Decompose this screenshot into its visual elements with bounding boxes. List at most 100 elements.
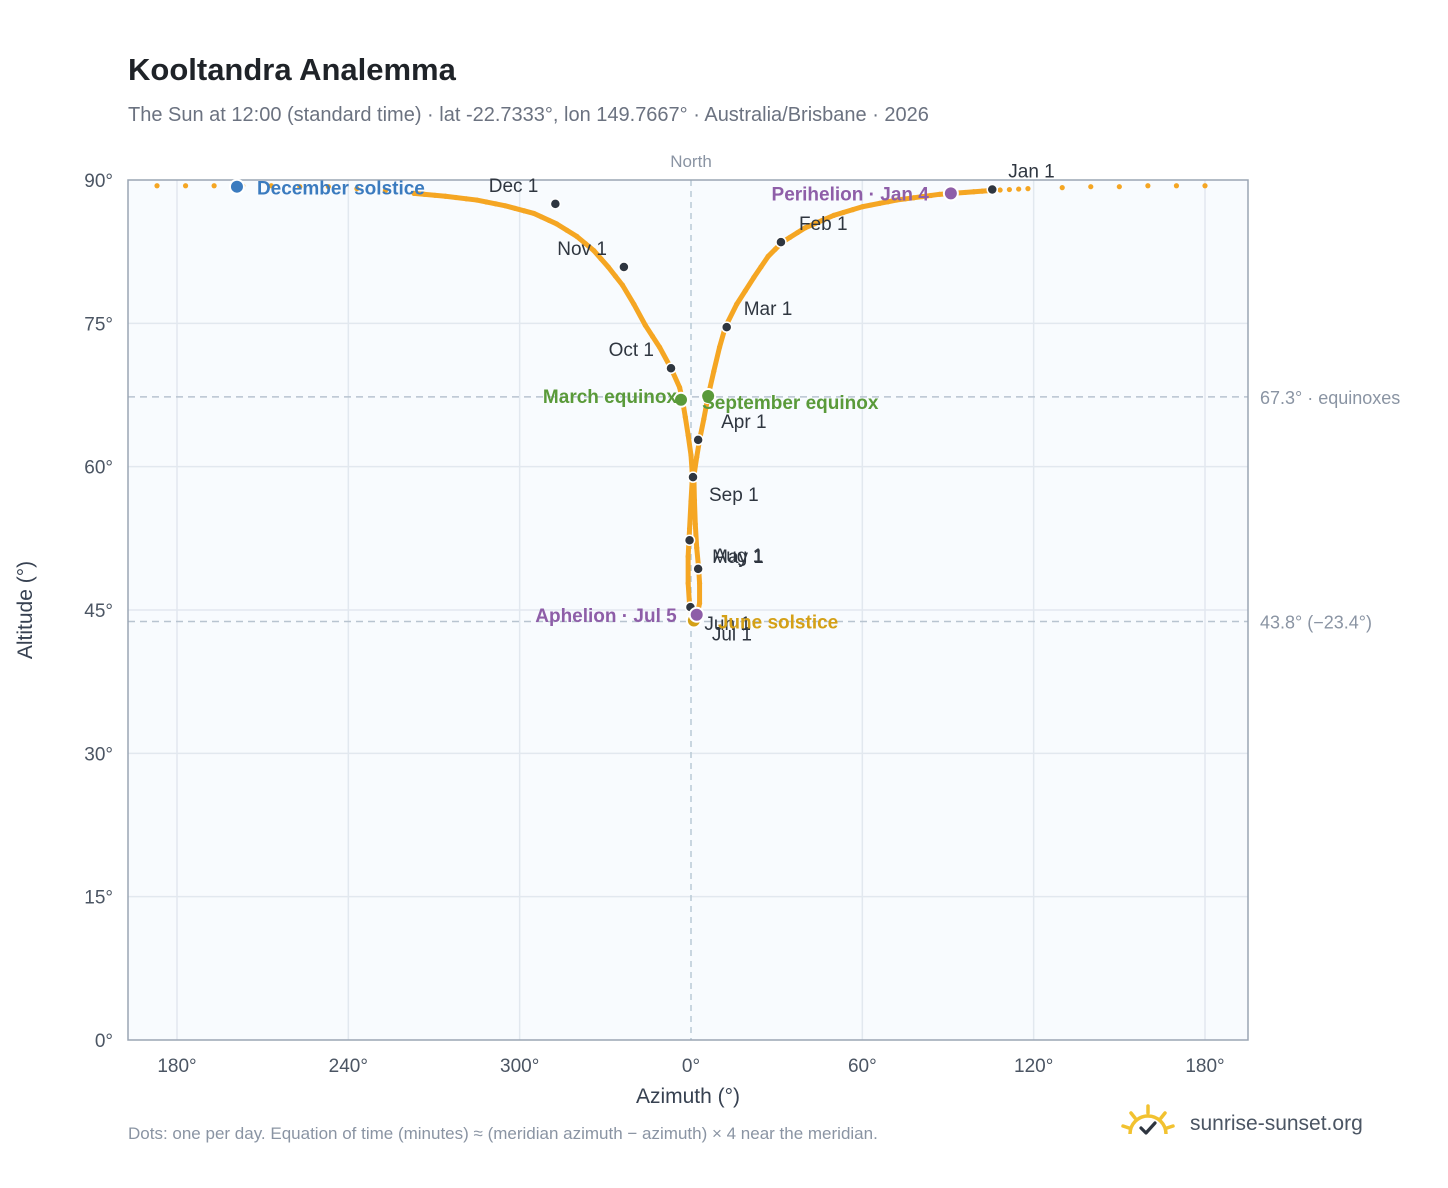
- day-dot: [554, 221, 560, 227]
- x-tick-label: 180°: [157, 1056, 196, 1077]
- month-label: Feb 1: [799, 214, 848, 235]
- day-dot: [582, 240, 588, 247]
- x-tick-label: 300°: [500, 1056, 539, 1077]
- day-dot: [686, 526, 693, 532]
- chart-title: Kooltandra Analemma: [128, 52, 456, 87]
- month-label: Apr 1: [721, 412, 766, 433]
- day-dot: [997, 187, 1003, 193]
- day-dot: [772, 246, 778, 252]
- day-dot: [685, 580, 691, 586]
- day-dot: [564, 227, 570, 233]
- day-dot: [701, 416, 707, 422]
- month-marker: [665, 362, 677, 374]
- y-tick-label: 15°: [84, 888, 113, 909]
- day-dot: [742, 288, 748, 294]
- day-dot: [354, 186, 360, 192]
- day-dot: [474, 197, 480, 203]
- event-label: March equinox: [543, 387, 678, 408]
- event-label: September equinox: [702, 393, 879, 414]
- day-dot: [631, 301, 637, 307]
- day-dot: [868, 202, 874, 208]
- y-tick-label: 90°: [84, 171, 113, 192]
- day-dot: [919, 194, 925, 200]
- x-tick-label: 60°: [848, 1056, 877, 1077]
- day-dot: [1006, 186, 1012, 193]
- event-marker: [700, 387, 717, 404]
- day-dot: [154, 183, 160, 189]
- day-dot: [1145, 183, 1151, 189]
- day-dot: [512, 205, 518, 211]
- day-dot: [538, 214, 545, 220]
- day-dot: [382, 187, 389, 194]
- y-tick-label: 30°: [84, 744, 113, 765]
- day-dot: [911, 195, 917, 201]
- day-dot: [795, 229, 801, 236]
- day-dot: [268, 183, 274, 189]
- brand-logo[interactable]: sunrise-sunset.org: [1120, 1100, 1400, 1148]
- day-dot: [971, 189, 977, 195]
- day-dot: [591, 248, 597, 254]
- footnote: Dots: one per day. Equation of time (min…: [128, 1124, 878, 1143]
- event-markers: December solstice June solstice March equi…: [228, 178, 959, 634]
- day-dot: [685, 432, 691, 438]
- day-dot: [421, 191, 428, 197]
- reference-line-label: 43.8° (−23.4°): [1260, 612, 1372, 632]
- day-dot: [688, 452, 694, 458]
- day-dot: [711, 368, 717, 374]
- day-dot: [442, 193, 449, 199]
- day-dot: [812, 221, 818, 227]
- day-dot: [1116, 184, 1122, 190]
- reference-line-label: 67.3° · equinoxes: [1260, 388, 1400, 408]
- event-label: December solstice: [257, 179, 425, 200]
- month-marker: [618, 261, 630, 273]
- month-label: Aug 1: [714, 546, 764, 567]
- event-label: June solstice: [718, 613, 838, 634]
- month-label: May 1: [712, 547, 764, 568]
- reference-lines: 67.3° · equinoxes 43.8° (−23.4°): [128, 388, 1400, 632]
- day-dot: [821, 216, 827, 223]
- x-tick-label: 180°: [1185, 1056, 1224, 1077]
- day-dot: [696, 580, 703, 586]
- event-marker: [228, 178, 245, 195]
- grid-lines: [128, 180, 1248, 1040]
- month-label: Dec 1: [489, 176, 539, 197]
- day-dot: [483, 199, 489, 205]
- day-dot: [902, 196, 908, 202]
- x-tick-label: 120°: [1014, 1056, 1053, 1077]
- month-marker: [720, 321, 733, 333]
- day-dot: [676, 384, 683, 390]
- day-dot: [831, 212, 837, 218]
- day-dot: [211, 183, 217, 189]
- month-marker: [549, 198, 562, 210]
- y-tick-label: 75°: [84, 314, 113, 335]
- day-dot: [716, 344, 723, 350]
- day-dot: [765, 253, 771, 260]
- day-dot: [521, 208, 528, 214]
- day-dot: [859, 204, 865, 210]
- month-label: Jan 1: [1008, 162, 1054, 183]
- month-marker: [687, 471, 699, 483]
- day-dot: [1059, 185, 1065, 191]
- month-label: Oct 1: [609, 340, 654, 361]
- day-dot: [432, 192, 438, 198]
- day-dot: [691, 497, 698, 503]
- day-dot: [463, 196, 469, 202]
- y-axis-ticks: 0° 15° 30° 45° 60° 75° 90°: [84, 171, 113, 1052]
- chart-subtitle: The Sun at 12:00 (standard time) · lat -…: [128, 104, 929, 126]
- day-dot: [694, 454, 700, 460]
- day-dot: [928, 192, 934, 199]
- brand-name: sunrise-sunset.org: [1190, 1112, 1363, 1135]
- month-marker: [986, 183, 999, 196]
- day-dot: [453, 194, 459, 201]
- day-dot: [411, 190, 417, 196]
- day-dot: [734, 301, 740, 307]
- month-marker: [775, 236, 787, 248]
- event-marker: [688, 606, 705, 623]
- month-marker: [683, 534, 696, 546]
- event-marker: [942, 185, 959, 202]
- sun-logo-icon: [1121, 1104, 1175, 1135]
- day-dot: [885, 199, 891, 205]
- day-dot: [758, 264, 764, 270]
- meridian-label: North: [670, 152, 712, 171]
